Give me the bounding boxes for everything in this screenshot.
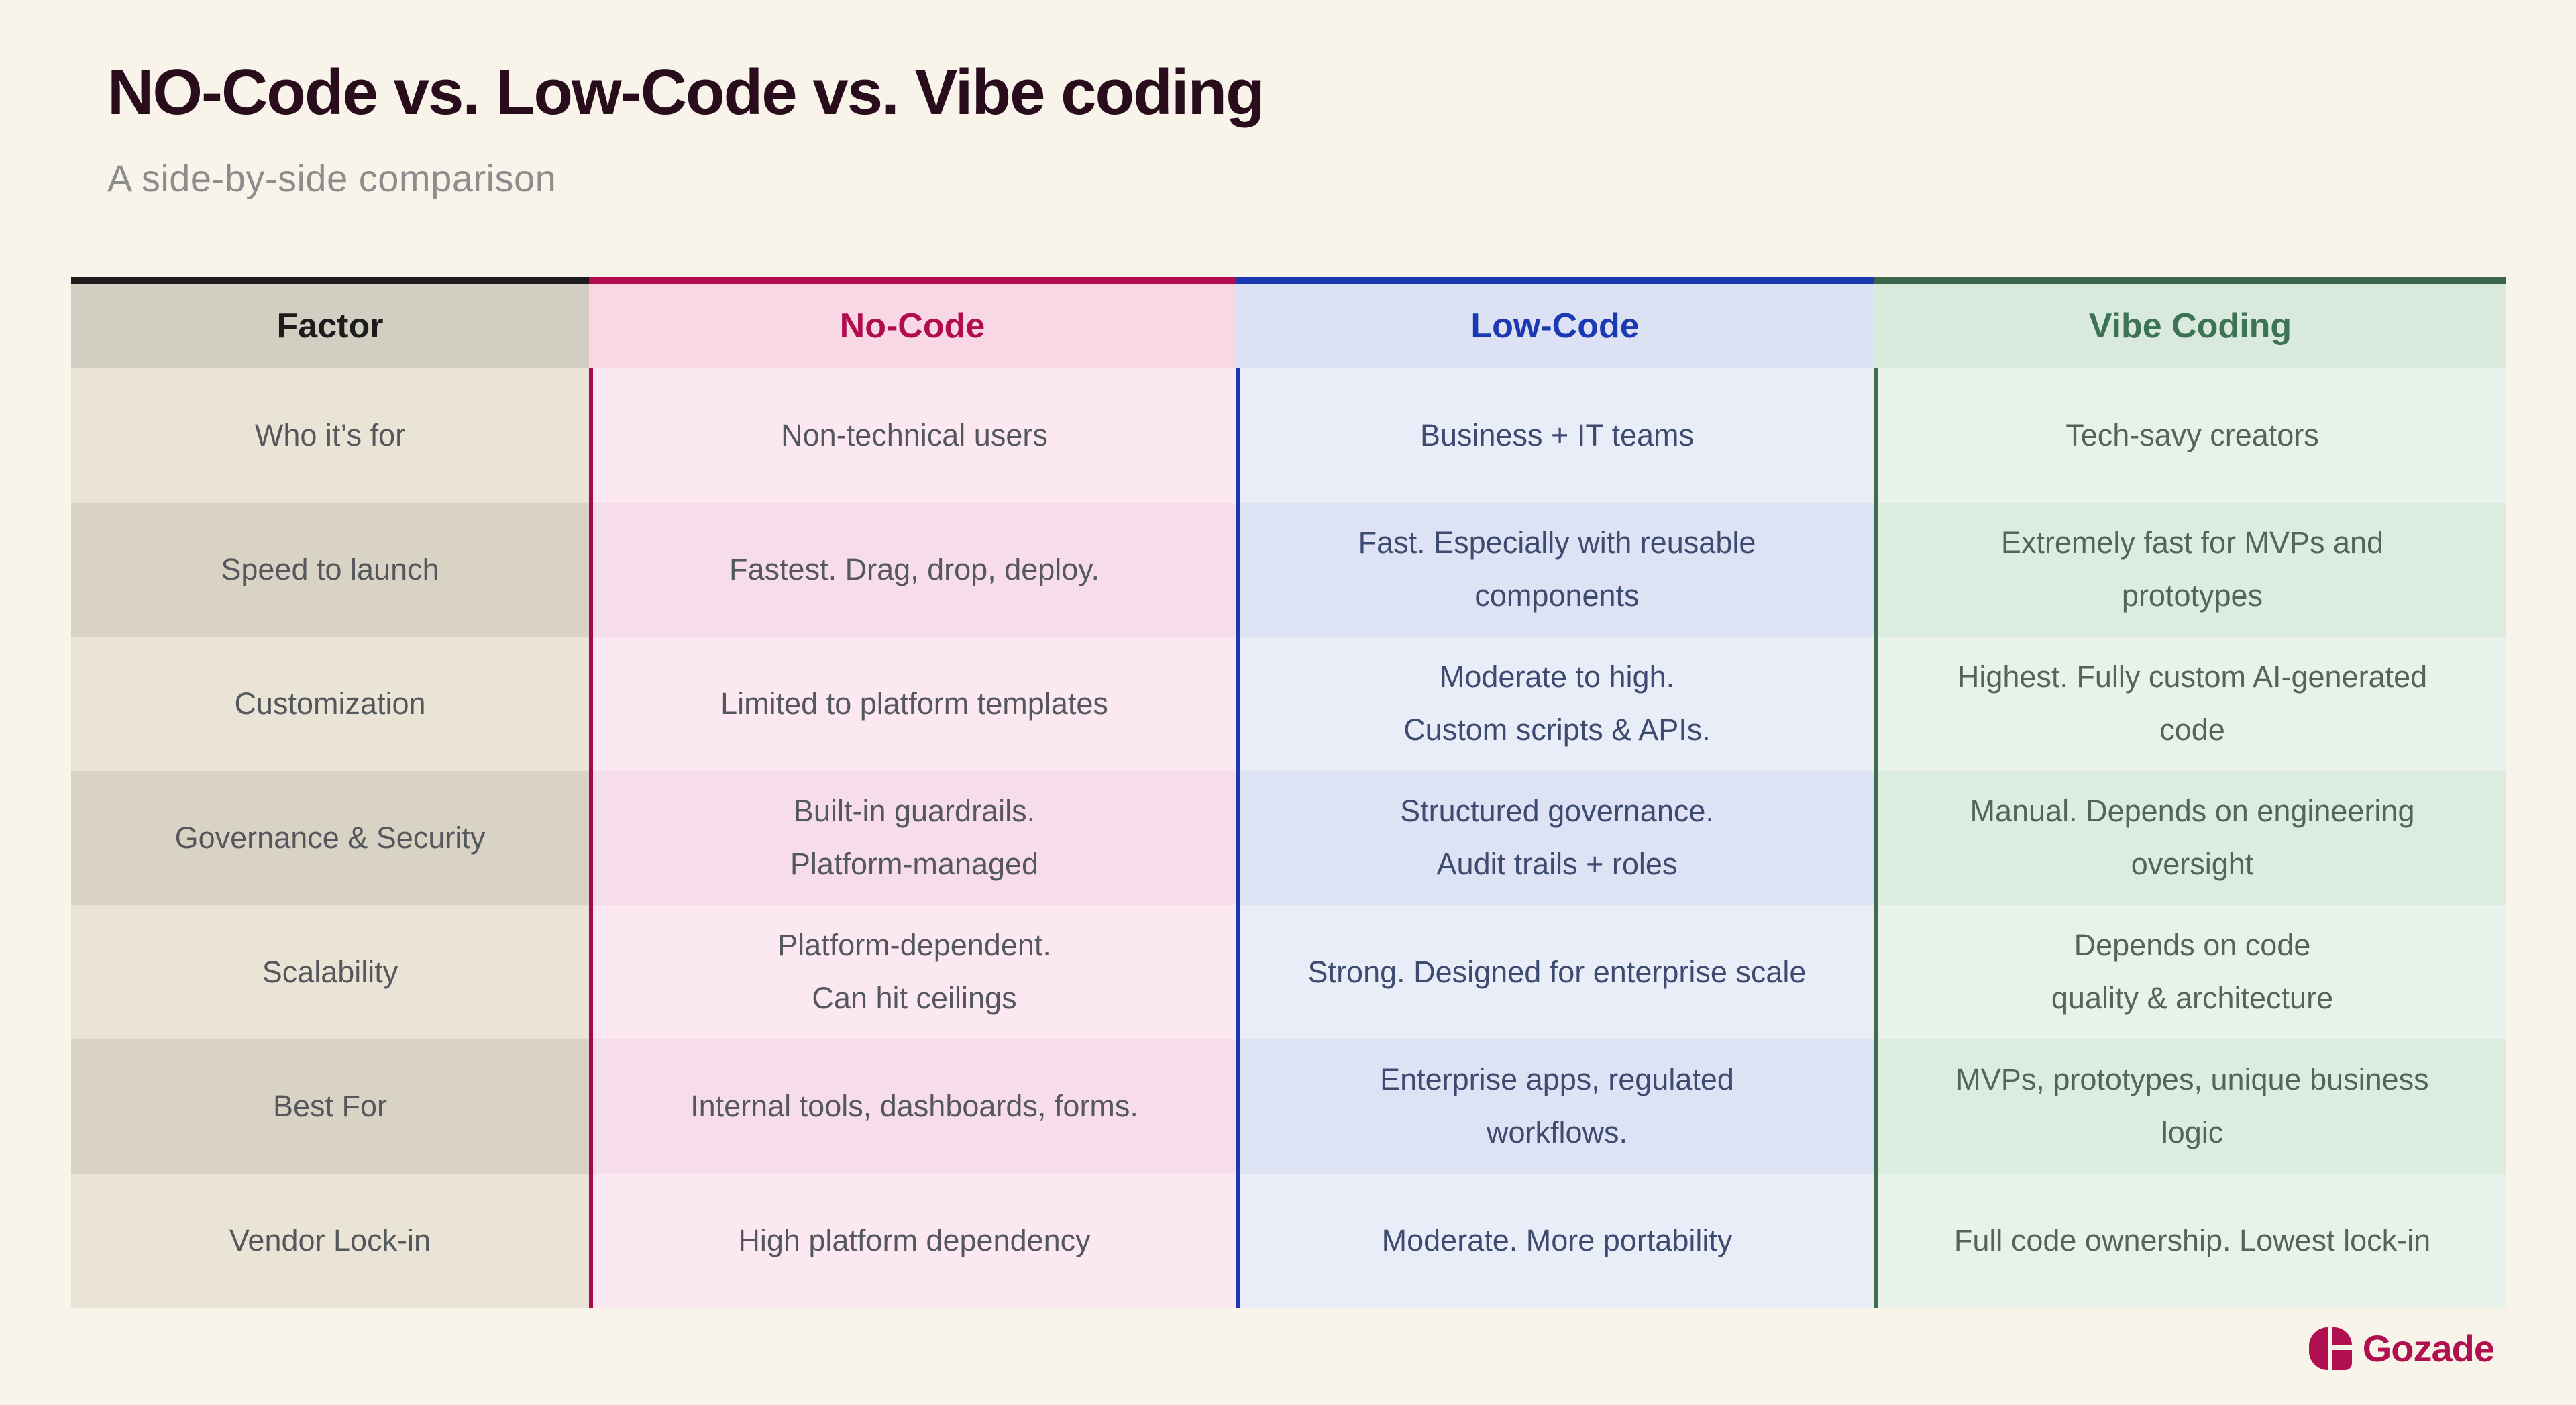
cell-factor-who-its-for: Who it’s for: [71, 368, 589, 503]
logo-bottom-right-segment: [2332, 1349, 2352, 1370]
cell-factor-vendor-lock-in: Vendor Lock-in: [71, 1174, 589, 1308]
cell-no-code-row6: Internal tools, dashboards, forms.: [589, 1039, 1236, 1174]
logo-top-right-segment: [2332, 1326, 2352, 1345]
page-title: NO-Code vs. Low-Code vs. Vibe coding: [107, 56, 1265, 128]
cell-no-code-row7: High platform dependency: [589, 1174, 1236, 1308]
column-header-low-code: Low-Code: [1236, 277, 1874, 368]
cell-vibe-row7: Full code ownership. Lowest lock-in: [1874, 1174, 2506, 1308]
cell-no-code-row1: Non-technical users: [589, 368, 1236, 503]
cell-vibe-row3: Highest. Fully custom AI-generated code: [1874, 637, 2506, 771]
gozade-logo-icon: [2308, 1326, 2352, 1370]
page-header: NO-Code vs. Low-Code vs. Vibe coding A s…: [107, 56, 1265, 200]
cell-low-code-row6: Enterprise apps, regulated workflows.: [1236, 1039, 1874, 1174]
cell-low-code-row4: Structured governance. Audit trails + ro…: [1236, 771, 1874, 905]
cell-low-code-row3: Moderate to high. Custom scripts & APIs.: [1236, 637, 1874, 771]
cell-low-code-row7: Moderate. More portability: [1236, 1174, 1874, 1308]
cell-factor-scalability: Scalability: [71, 905, 589, 1039]
cell-factor-customization: Customization: [71, 637, 589, 771]
cell-factor-speed-to-launch: Speed to launch: [71, 503, 589, 637]
column-header-vibe-coding: Vibe Coding: [1874, 277, 2506, 368]
cell-vibe-row5: Depends on code quality & architecture: [1874, 905, 2506, 1039]
cell-low-code-row1: Business + IT teams: [1236, 368, 1874, 503]
brand-name: Gozade: [2362, 1327, 2495, 1369]
cell-low-code-row2: Fast. Especially with reusable component…: [1236, 503, 1874, 637]
page-subtitle: A side-by-side comparison: [107, 156, 557, 199]
cell-vibe-row1: Tech-savy creators: [1874, 368, 2506, 503]
cell-no-code-row4: Built-in guardrails. Platform-managed: [589, 771, 1236, 905]
cell-vibe-row6: MVPs, prototypes, unique business logic: [1874, 1039, 2506, 1174]
logo-left-segment: [2308, 1326, 2328, 1370]
column-header-no-code: No-Code: [589, 277, 1236, 368]
column-header-factor: Factor: [71, 277, 589, 368]
comparison-table: Factor No-Code Low-Code Vibe Coding Who …: [71, 277, 2506, 1308]
cell-factor-governance-security: Governance & Security: [71, 771, 589, 905]
brand-footer: Gozade: [2308, 1326, 2495, 1370]
cell-factor-best-for: Best For: [71, 1039, 589, 1174]
cell-no-code-row5: Platform-dependent. Can hit ceilings: [589, 905, 1236, 1039]
cell-vibe-row2: Extremely fast for MVPs and prototypes: [1874, 503, 2506, 637]
cell-no-code-row3: Limited to platform templates: [589, 637, 1236, 771]
cell-vibe-row4: Manual. Depends on engineering oversight: [1874, 771, 2506, 905]
cell-no-code-row2: Fastest. Drag, drop, deploy.: [589, 503, 1236, 637]
cell-low-code-row5: Strong. Designed for enterprise scale: [1236, 905, 1874, 1039]
